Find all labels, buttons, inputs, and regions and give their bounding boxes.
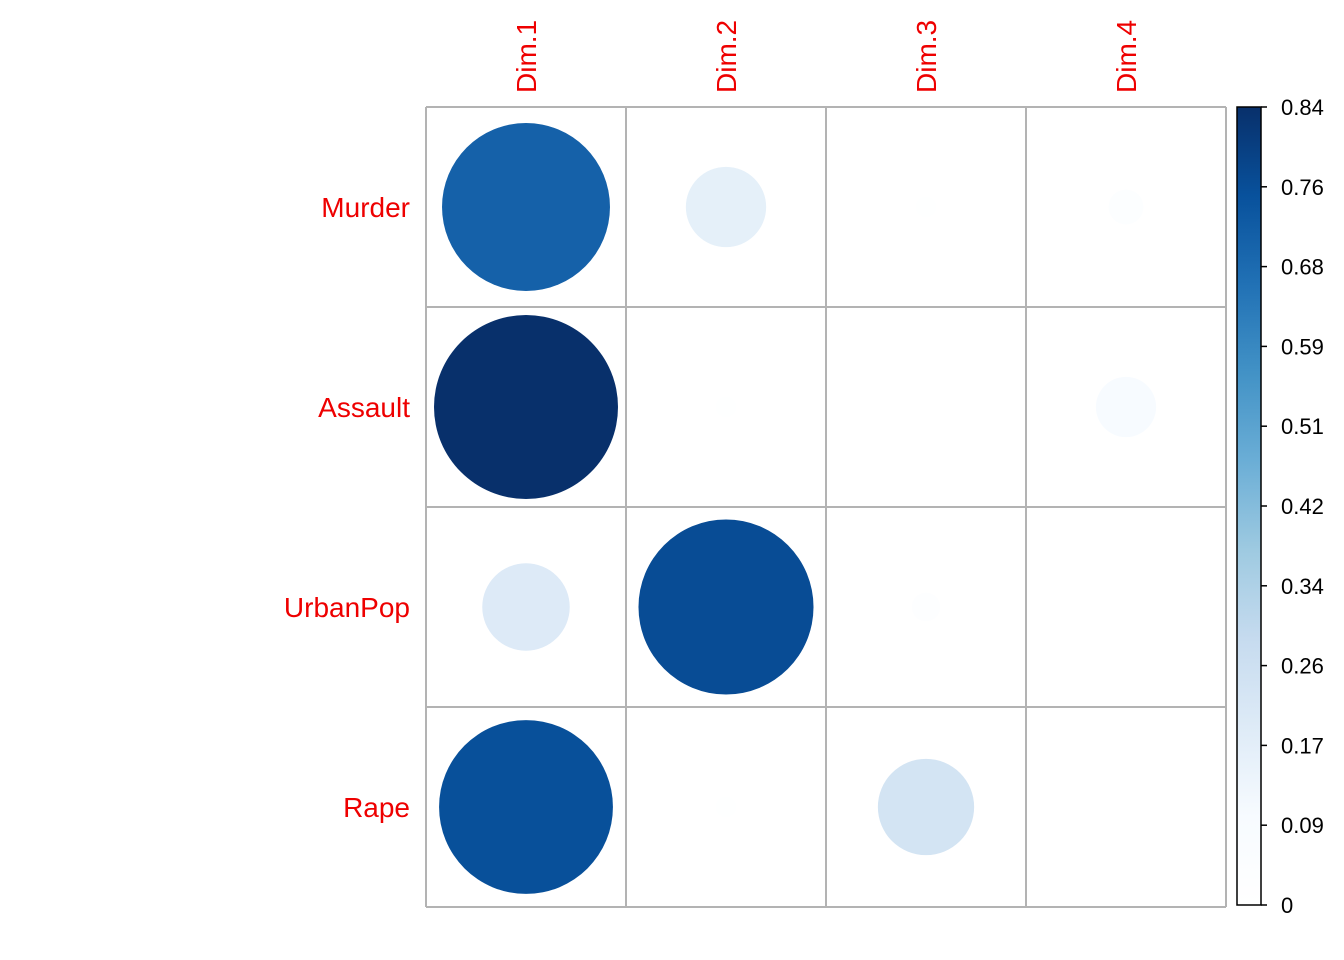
colorbar: 0 0.09 0.17 0.26 0.34 0.42 0.51 0.59 0.68 0.76 0.8…	[1236, 95, 1324, 918]
colorbar-tick-label: 0.51	[1281, 414, 1324, 439]
colorbar-tick-label: 0.84	[1281, 95, 1324, 120]
colorbar-tick-label: 0.68	[1281, 255, 1324, 280]
row-label-urbanpop: UrbanPop	[284, 592, 410, 623]
circle-murder-dim-4	[1108, 189, 1144, 225]
column-label-dim-3: Dim.3	[911, 20, 942, 93]
circle-urbanpop-dim-2	[638, 519, 814, 695]
circle-urbanpop-dim-3	[911, 592, 941, 622]
circle-assault-dim-1	[434, 315, 618, 499]
row-label-assault: Assault	[318, 392, 410, 423]
circles	[434, 123, 1157, 894]
colorbar-gradient	[1236, 106, 1262, 906]
colorbar-tick-label: 0.09	[1281, 813, 1324, 838]
circle-assault-dim-4	[1095, 376, 1157, 438]
colorbar-tick-label: 0	[1281, 893, 1293, 918]
colorbar-tick-label: 0.17	[1281, 733, 1324, 758]
circle-murder-dim-3	[915, 196, 937, 218]
column-label-dim-2: Dim.2	[711, 20, 742, 93]
row-label-rape: Rape	[343, 792, 410, 823]
grid	[425, 106, 1227, 908]
colorbar-tick-label: 0.26	[1281, 654, 1324, 679]
circle-rape-dim-2	[715, 796, 737, 818]
column-label-dim-1: Dim.1	[511, 20, 542, 93]
column-label-dim-4: Dim.4	[1111, 20, 1142, 93]
circle-rape-dim-1	[439, 720, 613, 894]
column-labels: Dim.1 Dim.2 Dim.3 Dim.4	[511, 20, 1142, 93]
row-labels: Murder Assault UrbanPop Rape	[284, 192, 410, 823]
circle-urbanpop-dim-1	[482, 563, 570, 651]
row-label-murder: Murder	[321, 192, 410, 223]
colorbar-tick-label: 0.34	[1281, 574, 1324, 599]
circle-murder-dim-2	[685, 166, 767, 248]
colorbar-tick-label: 0.76	[1281, 175, 1324, 200]
circle-murder-dim-1	[442, 123, 610, 291]
circle-rape-dim-3	[877, 758, 975, 856]
colorbar-tick-label: 0.59	[1281, 334, 1324, 359]
circle-assault-dim-2	[715, 396, 737, 418]
colorbar-tick-label: 0.42	[1281, 494, 1324, 519]
circle-assault-dim-3	[919, 400, 933, 414]
